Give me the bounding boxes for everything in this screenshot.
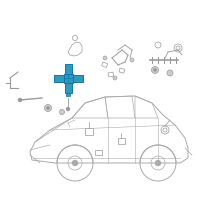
Circle shape	[130, 58, 134, 62]
Bar	[108, 72, 114, 77]
Circle shape	[167, 70, 173, 76]
Circle shape	[113, 76, 117, 80]
Bar	[95, 150, 102, 155]
Circle shape	[154, 68, 156, 72]
Circle shape	[60, 110, 64, 114]
Bar	[64, 64, 72, 73]
Circle shape	[44, 104, 52, 112]
Bar	[66, 92, 70, 96]
Bar	[64, 82, 72, 92]
Bar	[118, 138, 125, 144]
Circle shape	[103, 56, 107, 60]
Bar	[85, 128, 93, 135]
Bar	[64, 73, 72, 82]
Circle shape	[46, 106, 50, 110]
Bar	[102, 62, 108, 67]
Bar	[54, 74, 64, 82]
Bar	[119, 68, 125, 73]
Circle shape	[155, 160, 161, 166]
Circle shape	[72, 160, 78, 166]
Bar	[72, 74, 83, 82]
Circle shape	[18, 98, 22, 102]
Circle shape	[152, 66, 158, 73]
Circle shape	[66, 107, 70, 111]
